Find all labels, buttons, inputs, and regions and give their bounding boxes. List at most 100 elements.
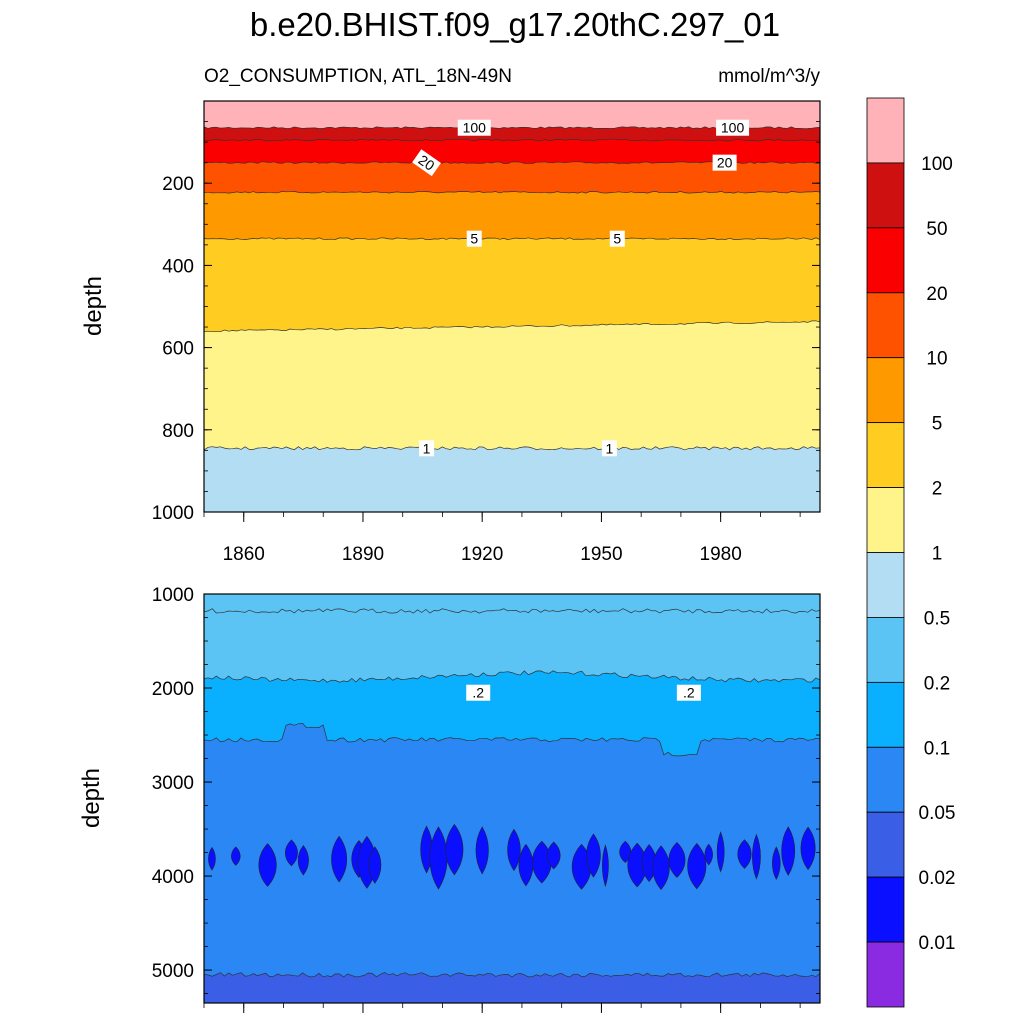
contour-label: 100 (457, 119, 491, 136)
y-tick-label: 1000 (152, 503, 194, 524)
colorbar-swatch (866, 941, 905, 1008)
colorbar: 100 50 20 10 5 2 1 0.5 0.2 0.1 0.05 0.02 0.01 (866, 97, 956, 1008)
figure-title: b.e20.BHIST.f09_g17.20thC.297_01 (250, 6, 780, 43)
y-tick-label: 1000 (152, 585, 194, 606)
x-tick-label: 1950 (580, 544, 622, 565)
lower-panel: .2 .2 1000 2000 3000 4000 5000 depth (78, 585, 821, 1013)
contour-band-below-1 (204, 446, 820, 512)
x-tick-label: 1920 (461, 544, 503, 565)
contour-patch (518, 843, 534, 887)
colorbar-label: 0.02 (919, 868, 956, 889)
contour-label: 1 (419, 440, 435, 457)
contour-patch (586, 833, 601, 878)
lower-panel-contour-labels: .2 .2 (466, 684, 701, 701)
contour-label: 5 (466, 230, 482, 247)
contour-patch (285, 839, 298, 867)
contour-patch (668, 842, 686, 878)
y-tick-label: 200 (162, 174, 194, 195)
plot-frame (203, 593, 821, 1004)
svg-text:5: 5 (470, 231, 478, 247)
variable-subtitle: O2_CONSUMPTION, ATL_18N-49N (204, 66, 512, 87)
contour-label: 100 (716, 119, 750, 136)
svg-text:1: 1 (605, 440, 613, 456)
contour-patch (208, 846, 216, 871)
colorbar-label: 20 (926, 284, 947, 305)
colorbar-swatch (866, 876, 905, 943)
colorbar-swatch (866, 292, 905, 359)
contour-patch (619, 840, 632, 863)
y-tick-label: 600 (162, 339, 194, 360)
contour-label: 1 (601, 440, 617, 457)
contour-patch (297, 845, 309, 876)
x-tick-label: 1890 (342, 544, 384, 565)
colorbar-label: 0.2 (924, 673, 950, 694)
y-tick-label: 400 (162, 256, 194, 277)
svg-text:1: 1 (423, 440, 431, 456)
colorbar-swatch (866, 811, 905, 878)
colorbar-swatch (866, 552, 905, 618)
colorbar-label: 10 (926, 349, 947, 370)
colorbar-label: 1 (932, 544, 943, 565)
y-tick-label: 2000 (152, 679, 194, 700)
x-tick-label: 1860 (223, 544, 265, 565)
colorbar-swatch (866, 422, 905, 488)
svg-text:20: 20 (717, 155, 733, 171)
colorbar-label: 0.05 (919, 803, 956, 824)
colorbar-label: 5 (932, 414, 943, 435)
upper-panel-contour-labels: 100 100 20 20 5 5 1 1 (412, 119, 750, 457)
contour-patch (716, 831, 725, 873)
y-tick-label: 3000 (152, 773, 194, 794)
contour-patch (258, 843, 277, 887)
colorbar-swatch (866, 97, 905, 164)
contour-label: .2 (466, 684, 491, 701)
contour-label: 20 (412, 149, 441, 177)
contour-patch (772, 846, 781, 881)
contour-patch (652, 845, 670, 890)
contour-patch (781, 826, 796, 876)
upper-panel-axes: 200 400 600 800 1000 1860 1890 1920 1950 1980 (152, 100, 821, 565)
contour-patch (368, 846, 382, 884)
y-tick-label: 5000 (152, 961, 194, 982)
y-tick-label: 4000 (152, 867, 194, 888)
colorbar-label: 50 (926, 219, 947, 240)
colorbar-label: 0.1 (924, 738, 950, 759)
upper-y-axis-label: depth (80, 276, 107, 336)
contour-label: 20 (712, 154, 737, 171)
contour-patch (546, 841, 561, 870)
contour-patch (445, 823, 464, 876)
contour-patch (704, 843, 713, 866)
upper-panel-fills (204, 101, 820, 512)
colorbar-swatch (866, 746, 905, 813)
contour-label: 5 (609, 230, 625, 247)
svg-text:100: 100 (463, 120, 487, 136)
colorbar-swatch (866, 227, 905, 294)
contour-patch (231, 846, 241, 866)
upper-panel: 100 100 20 20 5 5 1 1 200 400 600 800 1000 1860 1890 1… (80, 100, 821, 565)
units-subtitle: mmol/m^3/y (718, 66, 820, 87)
svg-text:5: 5 (613, 231, 621, 247)
y-tick-label: 800 (162, 421, 194, 442)
svg-text:100: 100 (721, 120, 745, 136)
contour-patch (331, 835, 348, 883)
contour-patch (429, 826, 448, 890)
contour-patch (687, 843, 707, 890)
contour-label: .2 (676, 684, 701, 701)
lower-panel-axes: 1000 2000 3000 4000 5000 (152, 585, 821, 1013)
contour-patch (602, 844, 609, 888)
colorbar-label: 2 (932, 479, 943, 500)
svg-text:.2: .2 (472, 685, 484, 701)
colorbar-label: 100 (921, 154, 953, 175)
svg-text:.2: .2 (683, 685, 695, 701)
colorbar-swatch (866, 487, 905, 553)
contour-patch (475, 826, 489, 875)
lower-y-axis-label: depth (78, 768, 105, 828)
colorbar-label: 0.01 (919, 933, 956, 954)
contour-patch (752, 833, 761, 880)
colorbar-swatch (866, 162, 905, 229)
colorbar-swatch (866, 617, 905, 683)
contour-band-below-0.05 (204, 972, 820, 1003)
contour-patch (420, 825, 433, 874)
colorbar-swatch (866, 681, 905, 748)
contour-patches-0.02-0.05 (208, 823, 816, 890)
